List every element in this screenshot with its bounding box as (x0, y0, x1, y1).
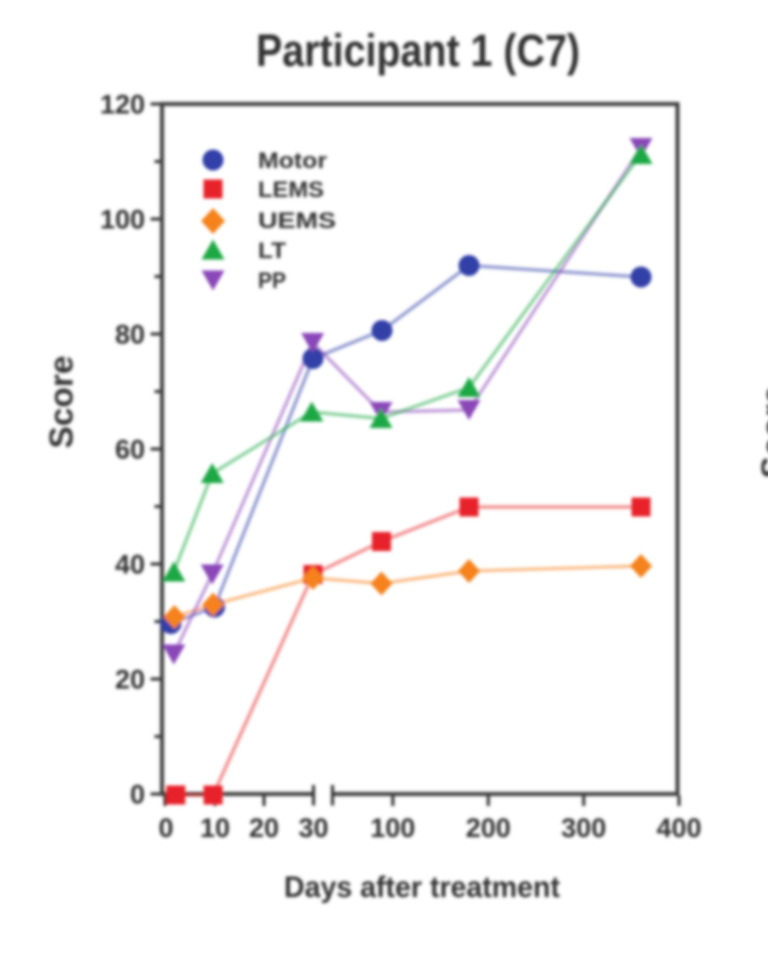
svg-text:100: 100 (370, 813, 415, 843)
svg-text:Motor: Motor (258, 148, 327, 173)
svg-text:400: 400 (656, 813, 701, 843)
svg-text:30: 30 (298, 813, 328, 843)
svg-text:Participant 1 (C7): Participant 1 (C7) (256, 25, 580, 76)
svg-text:10: 10 (200, 813, 230, 843)
svg-text:UEMS: UEMS (258, 208, 336, 233)
svg-text:Score: Score (43, 356, 80, 449)
svg-text:20: 20 (115, 665, 145, 695)
svg-text:40: 40 (115, 550, 145, 580)
svg-text:100: 100 (100, 205, 145, 235)
svg-text:60: 60 (115, 435, 145, 465)
svg-text:20: 20 (249, 813, 279, 843)
svg-text:120: 120 (100, 90, 145, 120)
svg-text:Score: Score (755, 386, 768, 479)
svg-text:0: 0 (158, 813, 173, 843)
svg-text:200: 200 (466, 813, 511, 843)
svg-text:LT: LT (258, 238, 286, 263)
svg-text:PP: PP (258, 268, 286, 293)
svg-text:LEMS: LEMS (258, 177, 324, 202)
svg-text:300: 300 (561, 813, 606, 843)
svg-text:80: 80 (115, 320, 145, 350)
svg-text:Days after treatment: Days after treatment (284, 871, 560, 904)
svg-text:0: 0 (130, 780, 145, 810)
